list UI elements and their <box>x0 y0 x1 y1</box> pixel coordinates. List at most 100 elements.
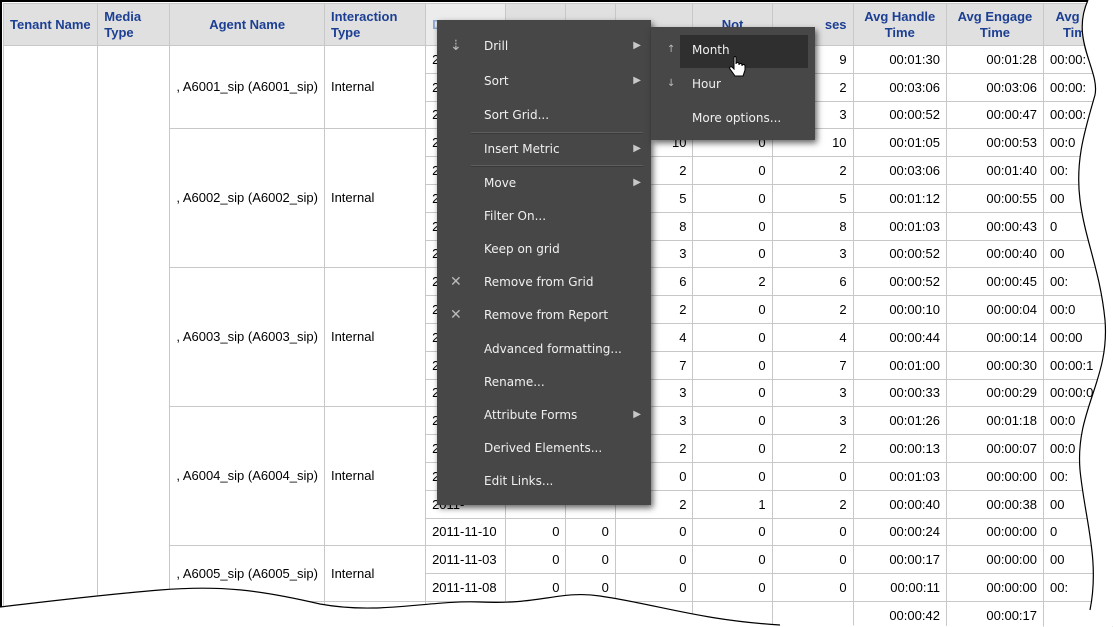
menu-item-drill[interactable]: ⇣ Drill ▶ <box>437 31 651 61</box>
arrow-up-icon: ↑ <box>667 44 676 55</box>
metric-cell: 2 <box>692 267 773 297</box>
metric-cell: 0 <box>771 461 854 491</box>
metric-cell: 00:00:40 <box>852 489 947 519</box>
interaction-type-cell[interactable]: Internal <box>323 128 427 269</box>
day-cell[interactable]: 2011-11-03 <box>425 545 506 575</box>
menu-item-derived-elements[interactable]: Derived Elements... <box>437 433 651 463</box>
menu-item-sort[interactable]: Sort ▶ <box>437 66 651 96</box>
metric-cell: 00:01:00 <box>852 350 947 380</box>
metric-cell: 5 <box>771 183 854 213</box>
menu-item-label: Remove from Report <box>484 308 609 322</box>
metric-cell: 00:01:28 <box>945 45 1045 74</box>
interaction-type-cell[interactable]: Internal <box>323 267 427 408</box>
metric-cell: 0 <box>692 295 773 324</box>
column-header[interactable]: Avg Handle Time <box>852 3 947 46</box>
day-cell[interactable]: 2011-11-08 <box>425 573 506 602</box>
menu-item-attribute-forms[interactable]: Attribute Forms ▶ <box>437 400 651 430</box>
menu-item-label: Keep on grid <box>484 242 560 256</box>
metric-cell: 00:00:07 <box>945 434 1045 463</box>
metric-cell: 3 <box>771 406 854 436</box>
menu-item-label: Advanced formatting... <box>484 342 622 356</box>
metric-cell: 00:00:10 <box>852 295 947 324</box>
day-cell[interactable]: 2011-11-10 <box>425 517 506 547</box>
metric-cell: 6 <box>771 267 854 297</box>
metric-cell: 0 <box>692 434 773 463</box>
metric-cell: 00:01:30 <box>852 45 947 74</box>
metric-cell: 0 <box>692 378 773 408</box>
metric-cell: 0 <box>692 573 773 602</box>
metric-cell: 0 <box>692 211 773 241</box>
menu-item-label: Remove from Grid <box>484 275 594 289</box>
menu-item-remove-from-grid[interactable]: ✕ Remove from Grid <box>437 267 651 297</box>
metric-cell: 00:0 <box>1043 295 1113 324</box>
menu-separator <box>471 132 643 134</box>
agent-name-cell[interactable]: , A6003_sip (A6003_sip) <box>169 267 325 408</box>
column-header[interactable]: Avg Engage Time <box>945 3 1045 46</box>
submenu-arrow-icon: ▶ <box>633 40 641 51</box>
metric-cell: 0 <box>504 545 567 575</box>
column-header[interactable]: Agent Name <box>169 3 325 46</box>
menu-item-keep-on-grid[interactable]: Keep on grid <box>437 234 651 264</box>
column-header[interactable]: Tenant Name <box>2 3 99 46</box>
metric-cell: 00:00:00 <box>945 545 1045 575</box>
submenu-item-more-options[interactable]: More options... <box>651 103 815 133</box>
menu-item-remove-from-report[interactable]: ✕ Remove from Report <box>437 300 651 330</box>
table-row: 2011-11-10 0 0 0 0 0 00:00:24 00:00:00 0 <box>4 517 1113 547</box>
menu-item-label: Move <box>484 176 517 190</box>
interaction-type-cell[interactable]: Internal <box>323 406 427 547</box>
metric-cell: 00:00:00 <box>945 461 1045 491</box>
metric-cell: 00:00:33 <box>852 378 947 408</box>
metric-cell: 00:03:06 <box>852 72 947 102</box>
menu-item-label: Derived Elements... <box>484 441 603 455</box>
menu-item-move[interactable]: Move ▶ <box>437 168 651 198</box>
menu-item-label: Insert Metric <box>484 142 560 156</box>
metric-cell: 00:01:05 <box>852 128 947 158</box>
media-type-cell[interactable]: Voice <box>97 45 171 627</box>
metric-cell <box>771 600 854 627</box>
metric-cell: 00:00:40 <box>945 239 1045 269</box>
hand-cursor-icon <box>729 56 746 77</box>
menu-item-advanced-formatting[interactable]: Advanced formatting... <box>437 334 651 364</box>
agent-name-cell[interactable]: , A6002_sip (A6002_sip) <box>169 128 325 269</box>
agent-name-cell[interactable]: , A6001_sip (A6001_sip) <box>169 44 325 130</box>
menu-separator <box>471 165 643 167</box>
column-header[interactable]: Media Type <box>97 3 171 46</box>
menu-item-label: Sort Grid... <box>484 108 550 122</box>
close-x-icon: ✕ <box>450 307 462 323</box>
menu-item-insert-metric[interactable]: Insert Metric ▶ <box>437 134 651 164</box>
menu-item-rename[interactable]: Rename... <box>437 367 651 397</box>
submenu-item-month[interactable]: ↑ Month <box>651 35 815 68</box>
metric-cell: 0 <box>692 461 773 491</box>
submenu-item-hour[interactable]: ↓ Hour <box>651 69 815 99</box>
metric-cell: 00:01:12 <box>852 183 947 213</box>
menu-item-label: Attribute Forms <box>484 408 578 422</box>
menu-item-edit-links[interactable]: Edit Links... <box>437 466 651 496</box>
metric-cell: 00:00 <box>1043 322 1113 352</box>
interaction-type-cell[interactable]: Internal <box>323 44 427 130</box>
column-header[interactable]: Interaction Type <box>323 3 427 46</box>
menu-item-sort-grid[interactable]: Sort Grid... <box>437 100 651 130</box>
drill-icon: ⇣ <box>450 38 462 54</box>
highlight <box>680 35 808 68</box>
submenu-item-label: Month <box>692 43 730 57</box>
metric-cell: 0 <box>692 239 773 269</box>
metric-cell: 00:00:17 <box>945 600 1045 627</box>
interaction-type-cell[interactable]: Internal <box>323 545 427 602</box>
metric-cell: 00:01:03 <box>852 461 947 491</box>
metric-cell: 00:01:40 <box>945 156 1045 185</box>
metric-cell: 00:00:11 <box>852 573 947 602</box>
metric-cell: 00:00:42 <box>852 600 947 627</box>
metric-cell: 00:00:47 <box>945 100 1045 130</box>
menu-item-label: Filter On... <box>484 209 547 223</box>
submenu-arrow-icon: ▶ <box>633 75 641 86</box>
tenant-name-cell[interactable]: Environment <box>2 45 99 627</box>
metric-cell: 00:00:14 <box>945 322 1045 352</box>
menu-item-label: Sort <box>484 74 509 88</box>
context-menu: ⇣ Drill ▶ Sort ▶ Sort Grid... Insert Metric ▶ Mo… <box>437 20 651 505</box>
agent-name-cell[interactable]: , A6004_sip (A6004_sip) <box>169 406 325 547</box>
metric-cell: 00:00:17 <box>852 545 947 575</box>
menu-item-filter-on[interactable]: Filter On... <box>437 201 651 231</box>
menu-item-label: Drill <box>484 39 509 53</box>
